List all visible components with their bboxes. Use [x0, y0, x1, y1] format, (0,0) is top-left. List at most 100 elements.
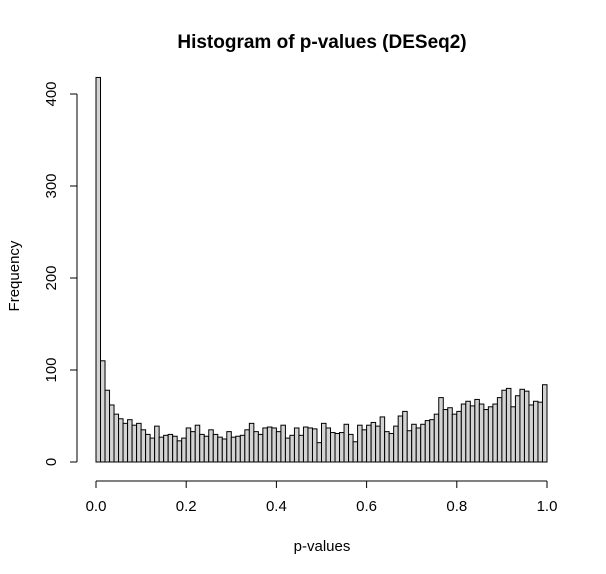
histogram-bar [393, 425, 399, 463]
y-tick-label: 400 [43, 81, 60, 106]
histogram-bar [501, 389, 507, 463]
histogram-bar [163, 434, 169, 463]
histogram-bar [203, 435, 210, 463]
histogram-bar [172, 435, 178, 463]
y-tick-label: 100 [43, 357, 60, 382]
histogram-bar [140, 429, 147, 463]
histogram-bar [330, 432, 336, 463]
histogram-bar [253, 431, 259, 463]
histogram-bar [325, 427, 332, 463]
histogram-bar [298, 434, 304, 463]
histogram-bar [212, 433, 219, 463]
histogram-bar [370, 421, 377, 463]
x-tick-label: 1.0 [537, 498, 558, 515]
histogram-bar [451, 413, 458, 463]
histogram-bar [248, 422, 255, 463]
histogram-bar [266, 426, 273, 463]
histogram-bar [316, 442, 322, 463]
histogram-bar [406, 430, 413, 463]
histogram-bar [339, 432, 345, 463]
histogram-bar [537, 401, 543, 463]
histogram-bar [190, 431, 196, 463]
histogram-bar [127, 419, 133, 463]
histogram-bar [523, 390, 530, 463]
histogram-bar [532, 400, 539, 463]
histogram-bar [483, 409, 489, 463]
histogram-bar [307, 427, 313, 463]
x-tick-label: 0.2 [176, 498, 197, 515]
histogram-bar [176, 440, 183, 463]
histogram-bar [397, 415, 404, 463]
y-tick-label: 300 [43, 173, 60, 198]
histogram-bar [496, 397, 503, 463]
histogram-bar [402, 410, 408, 463]
histogram-bar [122, 422, 129, 463]
histogram-bar [104, 389, 111, 463]
x-tick-label: 0.6 [356, 498, 377, 515]
histogram-bar [185, 427, 192, 463]
histogram-bar [469, 405, 476, 463]
histogram-bar [528, 404, 534, 463]
histogram-bar [221, 438, 228, 463]
histogram-bar [343, 423, 350, 463]
histogram-bar [181, 437, 187, 463]
histogram-bar [424, 420, 431, 463]
histogram-bar [429, 419, 435, 463]
histogram-bar [420, 423, 426, 463]
histogram-bar [348, 433, 354, 463]
histogram-bar [361, 429, 368, 463]
histogram-bar [154, 425, 160, 463]
histogram-bar [384, 431, 390, 463]
y-axis: 0 100 200 300 400 [43, 81, 78, 466]
histogram-bar [321, 422, 327, 463]
histogram-bar [194, 424, 201, 463]
histogram-bar [145, 433, 151, 463]
histogram-bar [95, 76, 102, 463]
histogram-bar [235, 435, 241, 463]
histogram-bar [271, 427, 277, 463]
histogram-bar [465, 400, 471, 463]
histogram-bar [541, 384, 548, 463]
histogram-bar [456, 410, 462, 463]
histogram-bar [311, 428, 318, 463]
histogram-bar [289, 434, 295, 463]
histogram-bar [478, 403, 485, 463]
histogram-bar [302, 426, 309, 463]
histogram-bar [257, 433, 264, 463]
histogram-bar [519, 388, 525, 463]
x-tick-label: 0.4 [266, 498, 287, 515]
histogram-bar [230, 436, 237, 463]
histogram-bar [438, 397, 444, 463]
histogram-bar [199, 433, 205, 463]
histogram-bar [514, 395, 521, 463]
histogram-bar [131, 424, 138, 463]
histogram-bar [474, 398, 480, 463]
x-tick-label: 0.8 [446, 498, 467, 515]
y-tick-label: 200 [43, 265, 60, 290]
histogram-bar [275, 431, 282, 463]
histogram-bar [334, 432, 341, 463]
histogram-bar [442, 409, 449, 463]
histogram-bar [357, 424, 363, 463]
histogram-bar [109, 404, 115, 463]
histogram-bar [505, 387, 512, 463]
histogram-bar [375, 425, 381, 463]
histogram-bar [217, 436, 223, 463]
histogram-bar [149, 437, 156, 463]
histogram-bars [95, 76, 548, 463]
y-axis-label: Frequency [6, 240, 23, 311]
histogram-bar [226, 431, 232, 463]
histogram-bar [352, 441, 359, 463]
histogram-bar [366, 424, 372, 463]
histogram-bar [293, 427, 300, 463]
histogram-bar [244, 429, 250, 463]
histogram-bar [379, 416, 386, 463]
histogram-bar [492, 403, 498, 463]
histogram-bar [262, 427, 268, 463]
histogram-bar [100, 360, 106, 463]
chart-title: Histogram of p-values (DESeq2) [177, 32, 466, 53]
histogram-bar [460, 403, 467, 463]
histogram-bar [280, 424, 286, 463]
histogram-bar [388, 432, 395, 463]
